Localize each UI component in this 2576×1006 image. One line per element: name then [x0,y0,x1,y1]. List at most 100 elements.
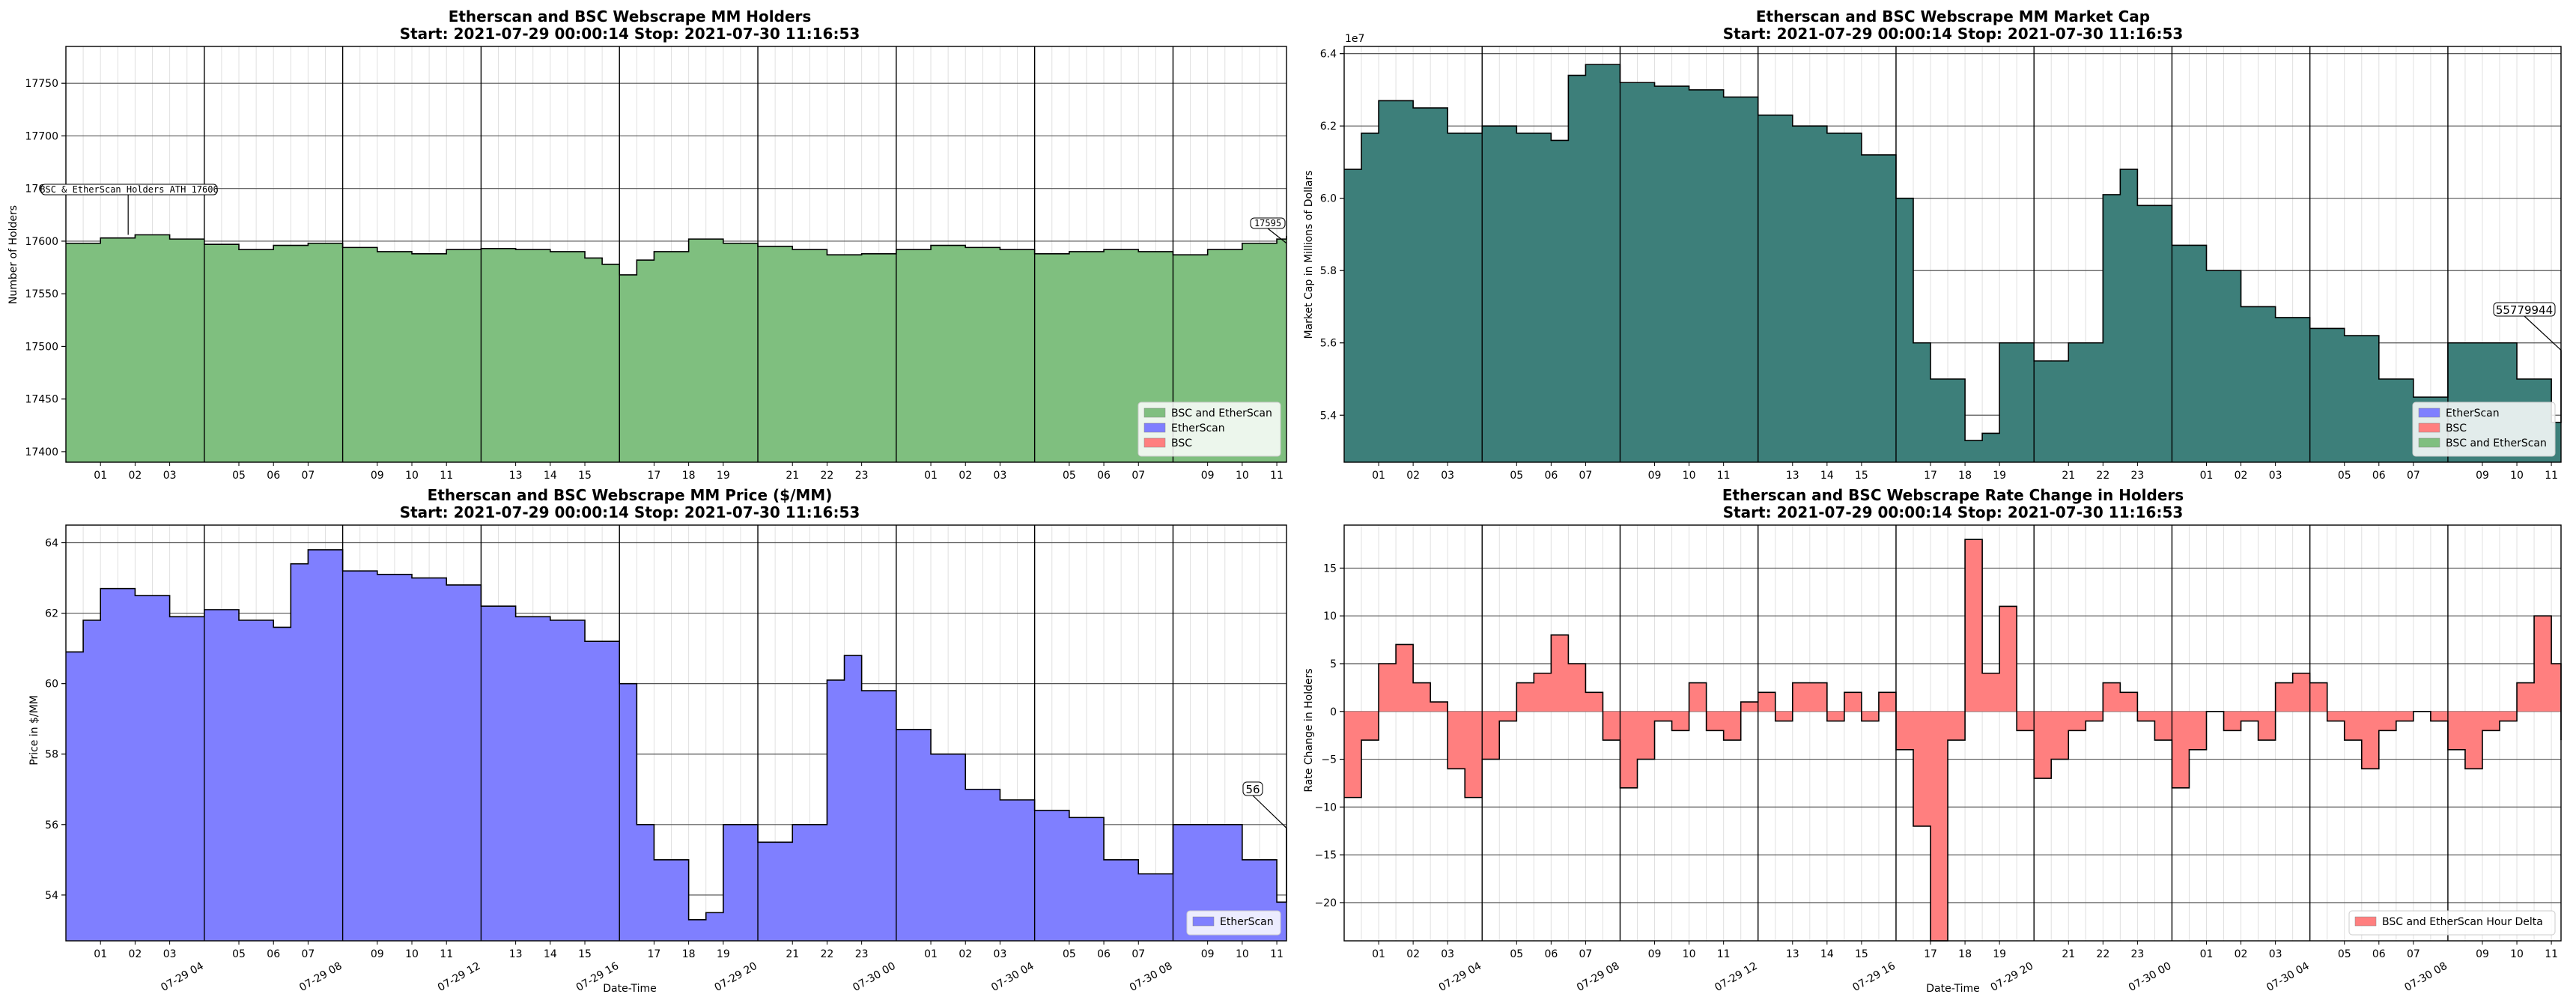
legend-label: BSC [2446,422,2467,434]
x-tick-label: 13 [509,948,523,960]
chart-market-cap-title-line2: Start: 2021-07-29 00:00:14 Stop: 2021-07… [1723,25,2184,43]
x-tick-label: 18 [682,470,696,482]
plot-frame [65,46,1287,463]
x-tick-label: 22 [821,948,834,960]
legend-swatch [1192,916,1215,927]
x-tick-label: 09 [2476,948,2489,960]
x-tick-label: 07 [1131,948,1145,960]
chart-price-ylabel: Price in $/MM [28,695,40,766]
y-tick-label: 17450 [25,394,58,406]
x-tick-label: 14 [1820,948,1834,960]
x-tick-label: 05 [232,948,246,960]
series-area-fill [66,234,1287,462]
x-tick-label: 13 [1786,470,1799,482]
chart-market-cap-scale-note: 1e7 [1345,33,1364,45]
x-tick-label: 10 [405,470,419,482]
legend-swatch [2418,422,2440,433]
x-tick-label: 09 [1201,470,1215,482]
x-tick-label: 21 [2062,470,2075,482]
x-tick-label: 10 [1683,470,1696,482]
x-tick-label: 11 [440,470,453,482]
x-tick-label: 01 [924,470,938,482]
chart-market-cap-plot-area: 5.4 5.6 5.8 6.0 6.2 6.4 01 02 03 05 06 07 09 10 11 13 14… [1320,46,2562,482]
x-tick-label: 10 [1236,948,1249,960]
x-tick-label: 03 [2269,948,2282,960]
annotation-label: 56 [1245,783,1260,796]
legend-swatch [2354,916,2377,927]
x-tick-label: 01 [2200,470,2214,482]
x-tick-label: 07 [1131,470,1145,482]
x-tick-label: 02 [1406,470,1420,482]
y-tick-label: −10 [1314,802,1337,813]
legend-box [2348,910,2556,936]
legend-box [2412,402,2556,457]
x-tick-label: 06 [267,948,280,960]
x-tick-label: 11 [2545,470,2558,482]
x-tick-label: 15 [578,948,592,960]
x-tick-label: 03 [994,470,1007,482]
y-tick-label: 62 [45,608,58,620]
x-tick-label: 10 [2510,948,2524,960]
x-tick-label: 03 [163,470,177,482]
x-tick-label: 17 [1924,470,1937,482]
x-tick-label: 05 [2338,948,2351,960]
x-tick-label: 15 [1855,470,1868,482]
x-tick-label: 07 [301,948,315,960]
legend-label: BSC [1171,437,1192,449]
x-tick-label: 06 [267,470,280,482]
y-tick-label: 17500 [25,341,58,353]
x-tick-label: 22 [2096,470,2109,482]
plot-frame [65,524,1287,942]
x-tick-label: 05 [232,470,246,482]
x-tick-label: 02 [1406,948,1420,960]
x-tick-label: 09 [371,948,384,960]
x-tick-label: 22 [2096,948,2109,960]
legend-label: EtherScan [1220,916,1274,928]
y-tick-label: 5.6 [1320,338,1337,350]
x-tick-label: 10 [1236,470,1249,482]
chart-price-plot-area: 54 56 58 60 62 64 01 02 03 05 06 07 09 10 11 13 14 15 17 18… [45,524,1287,994]
legend-swatch [1143,437,1166,448]
y-tick-label: −20 [1314,897,1337,909]
x-tick-label: 21 [786,470,799,482]
x-tick-label: 05 [1510,948,1523,960]
x-tick-label: 06 [1544,948,1558,960]
x-tick-label: 06 [2372,948,2386,960]
chart-holders-plot-area: 1740017450175001755017600176501770017750… [25,46,1287,482]
y-tick-label: 17750 [25,78,58,90]
x-tick-label: 18 [682,948,696,960]
x-tick-label: 22 [821,470,834,482]
legend-label: EtherScan [1171,422,1225,434]
y-tick-label: 5.8 [1320,265,1337,277]
x-tick-label: 18 [1958,470,1972,482]
y-tick-label: 15 [1323,563,1337,575]
x-tick-label: 23 [855,948,869,960]
series-area-fill [66,549,1287,941]
x-tick-label: 05 [2338,470,2351,482]
x-tick-label: 21 [2062,948,2075,960]
x-tick-label: 11 [1717,470,1731,482]
annotation-label: 17595 [1254,218,1281,228]
chart-rate-change-ylabel: Rate Change in Holders [1303,668,1315,792]
x-tick-label: 02 [959,948,972,960]
x-tick-label: 09 [1201,948,1215,960]
x-tick-label: 06 [2372,470,2386,482]
y-tick-label: −5 [1321,754,1337,766]
legend-box [1137,402,1281,457]
x-tick-label: 18 [1958,948,1972,960]
x-tick-label: 14 [544,948,557,960]
x-tick-label: 07 [1579,948,1593,960]
series-outline [66,549,1287,921]
y-tick-label: 56 [45,819,58,831]
y-tick-label: 17550 [25,288,58,300]
x-tick-label: 05 [1510,470,1523,482]
x-tick-label: 03 [994,948,1007,960]
legend-label: BSC and EtherScan Hour Delta [2382,916,2543,928]
annotation-box [40,184,218,196]
x-tick-label: 21 [786,948,799,960]
y-tick-label: 0 [1330,706,1337,718]
y-tick-label: −15 [1314,849,1337,861]
x-tick-label: 09 [371,470,384,482]
plot-frame [1343,46,2562,463]
